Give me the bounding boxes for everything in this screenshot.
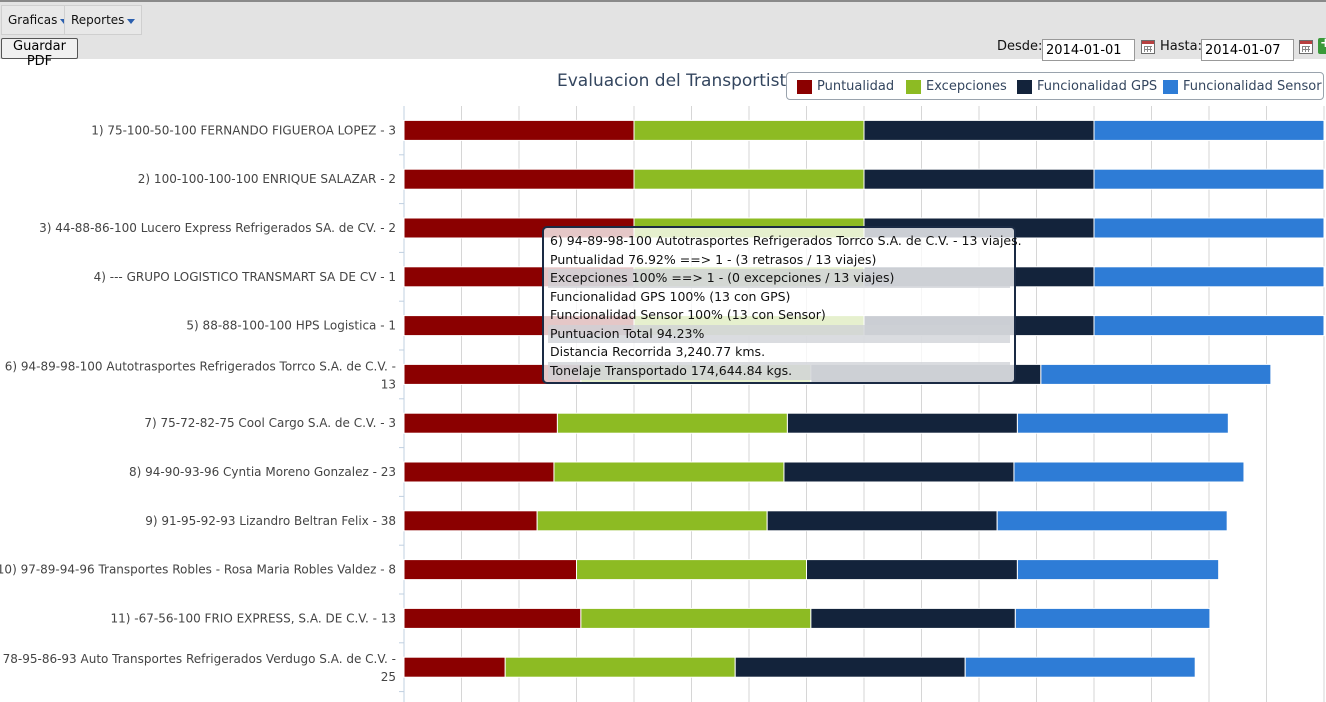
save-pdf-button[interactable]: Guardar PDF bbox=[1, 38, 78, 69]
bar-segment-funcionalidad-sensor bbox=[1014, 607, 1211, 629]
tooltip-line: Puntuacion Total 94.23% bbox=[548, 324, 1010, 343]
bar-segment-funcionalidad-gps bbox=[806, 559, 1018, 581]
bar-segment-funcionalidad-gps bbox=[734, 656, 966, 678]
y-tick-label: 9) 91-95-92-93 Lizandro Beltran Felix - … bbox=[145, 514, 396, 528]
y-tick-label: 7) 75-72-82-75 Cool Cargo S.A. de C.V. -… bbox=[144, 416, 396, 430]
y-tick-label: 3) 44-88-86-100 Lucero Express Refrigera… bbox=[39, 221, 396, 235]
bar-segment-excepciones bbox=[536, 510, 768, 532]
calendar-icon[interactable] bbox=[1299, 40, 1313, 54]
tooltip-line: Tonelaje Transportado 174,644.84 kgs. bbox=[548, 361, 1010, 380]
tooltip-line: Excepciones 100% ==> 1 - (0 excepciones … bbox=[548, 269, 1010, 288]
legend-label: Funcionalidad GPS bbox=[1037, 79, 1158, 94]
tooltip-line: Puntualidad 76.92% ==> 1 - (3 retrasos /… bbox=[550, 251, 877, 267]
bar-segment-excepciones bbox=[553, 461, 785, 483]
y-tick-label: 5) 88-88-100-100 HPS Logistica - 1 bbox=[186, 319, 396, 333]
tooltip-line: Funcionalidad Sensor 100% (13 con Sensor… bbox=[550, 307, 826, 322]
bar-segment-funcionalidad-sensor bbox=[1093, 217, 1325, 239]
chevron-down-icon bbox=[127, 18, 136, 24]
bar-segment-funcionalidad-sensor bbox=[1013, 461, 1245, 483]
bar-segment-excepciones bbox=[580, 607, 812, 629]
y-tick-label: 8) 94-90-93-96 Cyntia Moreno Gonzalez - … bbox=[129, 465, 396, 479]
legend-swatch bbox=[1017, 80, 1032, 94]
bar-segment-puntualidad bbox=[403, 461, 555, 483]
bar-segment-excepciones bbox=[504, 656, 736, 678]
chart-legend: Puntualidad Excepciones Funcionalidad GP… bbox=[786, 72, 1324, 100]
bar-segment-funcionalidad-gps bbox=[810, 607, 1016, 629]
bar-segment-funcionalidad-sensor bbox=[996, 510, 1228, 532]
bar-segment-puntualidad bbox=[403, 607, 582, 629]
legend-swatch bbox=[1163, 80, 1178, 94]
bar-segment-funcionalidad-sensor bbox=[1016, 559, 1220, 581]
bar-segment-funcionalidad-gps bbox=[786, 412, 1018, 434]
menu-graficas-label: Graficas bbox=[8, 13, 58, 27]
menu-reportes-label: Reportes bbox=[71, 13, 125, 27]
hasta-label: Hasta: bbox=[1160, 39, 1202, 54]
bar-segment-puntualidad bbox=[403, 510, 538, 532]
y-tick-label: 4) --- GRUPO LOGISTICO TRANSMART SA DE C… bbox=[94, 270, 396, 284]
bar-segment-excepciones bbox=[633, 168, 865, 190]
bar-segment-funcionalidad-gps bbox=[783, 461, 1015, 483]
chart-tooltip: 6) 94-89-98-100 Autotrasportes Refrigera… bbox=[542, 226, 1022, 384]
y-tick-label: 25 bbox=[381, 670, 396, 684]
bar-segment-excepciones bbox=[576, 559, 807, 581]
calendar-icon[interactable] bbox=[1141, 40, 1155, 54]
toolbar: Graficas Reportes Guardar PDF Desde: Has… bbox=[0, 0, 1326, 69]
y-tick-label: 13 bbox=[381, 377, 396, 391]
tooltip-line: Funcionalidad GPS 100% (13 con GPS) bbox=[550, 288, 791, 304]
desde-label: Desde: bbox=[997, 39, 1043, 54]
menu-reportes[interactable]: Reportes bbox=[64, 5, 143, 35]
legend-swatch bbox=[906, 80, 921, 94]
y-tick-label: 11) -67-56-100 FRIO EXPRESS, S.A. DE C.V… bbox=[111, 611, 396, 625]
add-icon[interactable] bbox=[1318, 36, 1326, 54]
bar-segment-funcionalidad-sensor bbox=[1093, 315, 1325, 337]
bar-segment-funcionalidad-gps bbox=[863, 119, 1095, 141]
y-tick-label: 6) 94-89-98-100 Autotrasportes Refrigera… bbox=[5, 359, 396, 373]
desde-date-input[interactable] bbox=[1042, 39, 1135, 61]
bar-segment-funcionalidad-sensor bbox=[1093, 119, 1325, 141]
bar-segment-puntualidad bbox=[403, 119, 635, 141]
y-tick-label: 10) 97-89-94-96 Transportes Robles - Ros… bbox=[0, 563, 396, 577]
hasta-date-input[interactable] bbox=[1201, 39, 1294, 61]
y-tick-label: 2) 100-100-100-100 ENRIQUE SALAZAR - 2 bbox=[138, 172, 396, 186]
bar-segment-excepciones bbox=[556, 412, 788, 434]
legend-label: Puntualidad bbox=[817, 79, 895, 94]
legend-label: Excepciones bbox=[926, 79, 1007, 94]
legend-swatch bbox=[797, 80, 812, 94]
bar-segment-funcionalidad-sensor bbox=[1093, 168, 1325, 190]
y-tick-label: 1) 75-100-50-100 FERNANDO FIGUEROA LOPEZ… bbox=[91, 123, 396, 137]
bar-segment-excepciones bbox=[633, 119, 865, 141]
tooltip-line: 6) 94-89-98-100 Autotrasportes Refrigera… bbox=[550, 233, 1022, 248]
bar-segment-funcionalidad-sensor bbox=[1093, 266, 1325, 288]
bar-segment-puntualidad bbox=[403, 168, 635, 190]
bar-segment-puntualidad bbox=[403, 559, 577, 581]
bar-segment-funcionalidad-sensor bbox=[1040, 363, 1272, 385]
bar-segment-funcionalidad-sensor bbox=[964, 656, 1196, 678]
tooltip-line: Distancia Recorrida 3,240.77 kms. bbox=[550, 344, 766, 359]
chart-title: Evaluacion del Transportista bbox=[557, 71, 797, 91]
menu-graficas[interactable]: Graficas bbox=[1, 5, 76, 35]
bar-segment-funcionalidad-gps bbox=[863, 168, 1095, 190]
bar-segment-puntualidad bbox=[403, 656, 506, 678]
legend-label: Funcionalidad Sensor bbox=[1183, 79, 1322, 94]
bar-segment-puntualidad bbox=[403, 412, 558, 434]
bar-segment-funcionalidad-sensor bbox=[1016, 412, 1229, 434]
y-tick-label: 12) 78-95-86-93 Auto Transportes Refrige… bbox=[0, 652, 396, 666]
bar-segment-funcionalidad-gps bbox=[766, 510, 998, 532]
